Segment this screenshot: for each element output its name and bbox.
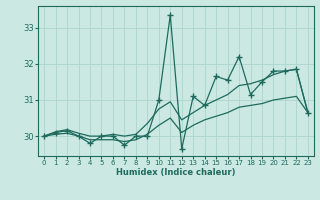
X-axis label: Humidex (Indice chaleur): Humidex (Indice chaleur)	[116, 168, 236, 177]
